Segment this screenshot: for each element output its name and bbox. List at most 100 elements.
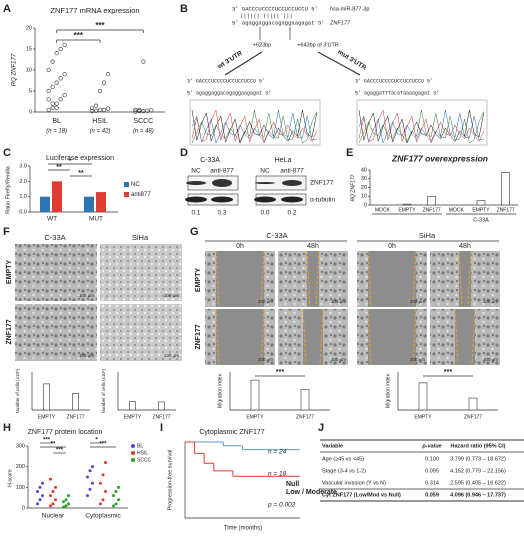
label: EMPTY [472, 207, 490, 213]
trace [358, 109, 484, 144]
data-point [86, 494, 89, 498]
label: p = 0.002 [267, 502, 296, 509]
label: Age (≥45 vs <45) [322, 456, 364, 462]
significance: ** [56, 164, 62, 171]
wound-edge [458, 250, 463, 308]
wound-edge [412, 308, 417, 366]
data-point [149, 108, 154, 113]
bar [501, 172, 510, 206]
data-point [41, 494, 44, 498]
scale-bar: 100 µm [410, 357, 425, 362]
label: NC [191, 168, 201, 175]
trace [191, 109, 318, 144]
data-point [51, 489, 55, 493]
y-tick-label: 5 [29, 88, 32, 94]
wound-edge [260, 250, 265, 308]
label: 2.595 (0.405 – 16.622) [450, 480, 506, 486]
wound-edge [215, 308, 220, 366]
label: ZNF177 [464, 414, 482, 420]
label: 3' GACCCUCCCCUCCUCCUCCU 5' [232, 5, 318, 12]
data-point [91, 481, 94, 485]
data-point [58, 76, 63, 81]
label: ZNF177 [310, 180, 334, 187]
data-point [54, 105, 59, 110]
data-point [50, 59, 55, 64]
label: 3' GACCCUCCCCUCCUCCUCCU 5' [187, 78, 265, 84]
label: EMPTY [398, 207, 416, 213]
label: H-score [7, 469, 13, 487]
wound-edge [367, 250, 372, 308]
bar [402, 203, 412, 206]
label: RQ ZNF177 [350, 174, 356, 201]
label: ZNF177 [423, 207, 441, 213]
wound-edge [215, 250, 220, 308]
scale-bar: 100 µm [258, 357, 273, 362]
data-point [93, 108, 99, 113]
label: mut 3'UTR [336, 49, 367, 72]
panel-label: F [3, 226, 10, 238]
micrograph [100, 244, 182, 301]
label: 4.152 (0.779 – 22.156) [450, 468, 506, 474]
data-point [105, 106, 111, 111]
label: Cytoplasmic [85, 513, 121, 520]
label: Number of cells (x10⁵) [15, 368, 20, 413]
significance: *** [99, 442, 107, 448]
micrograph [15, 244, 97, 301]
trace [191, 109, 318, 144]
label: BL [52, 118, 61, 125]
data-point [58, 97, 63, 102]
panel-label: J [318, 422, 324, 434]
label: Variable [322, 443, 343, 449]
label: ZNF177 [497, 207, 515, 213]
significance: ** [78, 170, 84, 177]
label: 0.0 [260, 210, 269, 217]
bar [52, 181, 62, 212]
label: n = 18 [268, 471, 287, 478]
scale-bar: 100 µm [79, 353, 94, 358]
data-point [62, 93, 67, 98]
label: NC [260, 168, 270, 175]
bar [427, 195, 436, 206]
wound-gap [459, 251, 471, 307]
wound-edge [471, 308, 476, 366]
panel-label: C [3, 147, 11, 159]
wound-gap [303, 309, 323, 365]
data-point [49, 477, 52, 481]
chromatogram [189, 99, 321, 146]
label: 0h [236, 243, 244, 250]
data-point [38, 498, 42, 502]
label: HSIL [92, 118, 108, 125]
label: Luciferase expression [46, 155, 114, 162]
data-point [89, 105, 95, 110]
label: EMPTY [414, 414, 432, 420]
label: EMPTY [38, 414, 56, 420]
label: (n = 48) [133, 129, 154, 135]
data-point [97, 88, 103, 94]
data-point [93, 103, 99, 108]
arrow [317, 51, 361, 76]
data-point [54, 101, 59, 106]
data-point [101, 80, 107, 85]
y-tick-label: 20 [26, 25, 32, 31]
band [211, 196, 233, 203]
legend-marker [131, 458, 135, 462]
wound-edge [306, 250, 311, 308]
label: EMPTY [124, 414, 142, 420]
label: Nuclear [42, 513, 65, 520]
panel-label: E [346, 147, 353, 159]
data-point [145, 108, 150, 113]
y-tick-label: 2.0 [19, 179, 27, 185]
legend-swatch [124, 192, 129, 197]
trace [191, 109, 318, 144]
data-point [104, 461, 107, 465]
legend-label: Null [286, 481, 299, 488]
label: SiHa [132, 233, 149, 242]
scale-bar: 100 µm [164, 353, 179, 358]
label: WT [47, 216, 57, 223]
label: MOCK [449, 207, 465, 213]
data-point [105, 72, 111, 77]
data-point [67, 502, 70, 506]
legend-label: BL [137, 443, 143, 449]
bar [40, 196, 50, 212]
